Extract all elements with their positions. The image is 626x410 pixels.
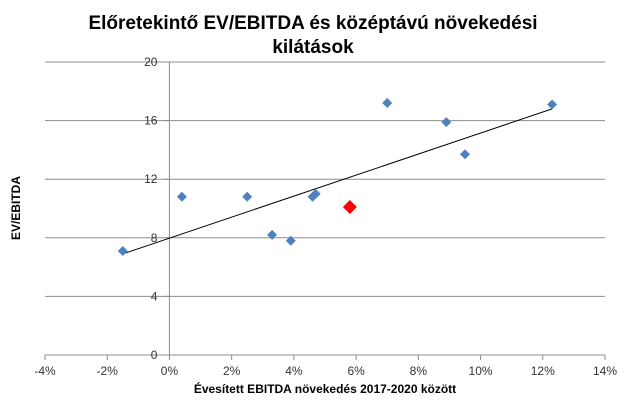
trendline	[122, 108, 553, 255]
data-point	[310, 188, 321, 199]
data-points	[117, 98, 558, 256]
tick-labels: -4% -2% 0% 2% 4% 6% 8% 10% 12% 14% 0 4 8 12 16 20	[34, 55, 617, 378]
chart-title: Előretekintő EV/EBITDA és középtávú növe…	[88, 13, 537, 58]
y-tick-label: 20	[144, 55, 158, 69]
x-axis-title: Évesített EBITDA növekedés 2017-2020 köz…	[194, 381, 456, 396]
highlight-point	[342, 200, 357, 215]
x-tick-label: 14%	[593, 364, 617, 378]
x-tick-label: -2%	[97, 364, 119, 378]
axes	[44, 61, 606, 360]
chart-title-line-1: Előretekintő EV/EBITDA és középtávú növe…	[88, 13, 537, 34]
trendline-line	[122, 108, 553, 255]
x-tick-label: 2%	[223, 364, 241, 378]
data-point	[242, 191, 253, 202]
data-point	[176, 191, 187, 202]
y-tick-label: 16	[144, 114, 158, 128]
y-tick-label: 0	[151, 348, 158, 362]
y-tick-label: 8	[151, 231, 158, 245]
y-tick-label: 12	[144, 172, 158, 186]
x-tick-label: 8%	[410, 364, 428, 378]
data-point	[460, 149, 470, 160]
y-tick-label: 4	[151, 289, 158, 303]
x-tick-label: 4%	[285, 364, 303, 378]
data-point	[547, 99, 558, 110]
x-tick-label: 10%	[469, 364, 493, 378]
data-point	[441, 117, 452, 128]
y-axis-title: EV/EBITDA	[9, 176, 23, 240]
x-tick-label: 12%	[531, 364, 555, 378]
data-point	[117, 245, 128, 256]
chart-title-line-2: kilátások	[272, 37, 354, 58]
x-tick-label: 0%	[161, 364, 179, 378]
data-point	[285, 235, 296, 246]
x-tick-label: -4%	[34, 364, 56, 378]
data-point	[382, 98, 393, 109]
gridlines	[45, 61, 605, 297]
data-point	[267, 229, 278, 240]
x-tick-label: 6%	[347, 364, 365, 378]
